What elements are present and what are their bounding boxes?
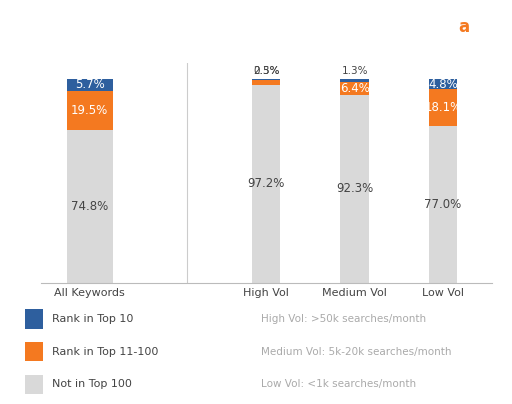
Text: 19.5%: 19.5%: [71, 104, 108, 117]
Text: 5.7%: 5.7%: [75, 78, 104, 91]
Bar: [429, 79, 457, 89]
Bar: [67, 79, 113, 90]
Text: 74.8%: 74.8%: [71, 200, 108, 213]
Text: Low Vol: <1k searches/month: Low Vol: <1k searches/month: [261, 379, 416, 389]
Text: Rank in Top 11-100: Rank in Top 11-100: [52, 347, 159, 357]
Bar: [26, 342, 42, 362]
Text: hrefs: hrefs: [470, 18, 512, 36]
Bar: [252, 80, 281, 85]
Text: 4.8%: 4.8%: [428, 78, 458, 90]
Text: Ranking performance of pages within 1 year from “first seen”: Ranking performance of pages within 1 ye…: [13, 20, 424, 33]
Text: 97.2%: 97.2%: [248, 177, 285, 190]
Bar: [340, 79, 369, 82]
Text: 2.5%: 2.5%: [253, 67, 280, 76]
Text: Rank in Top 10: Rank in Top 10: [52, 314, 134, 324]
Bar: [26, 375, 42, 394]
Text: High Vol: >50k searches/month: High Vol: >50k searches/month: [261, 314, 426, 324]
Bar: [67, 130, 113, 283]
Text: 92.3%: 92.3%: [336, 182, 373, 195]
Text: 18.1%: 18.1%: [424, 101, 461, 114]
Text: 1.3%: 1.3%: [342, 67, 368, 76]
Bar: [340, 82, 369, 95]
Text: Not in Top 100: Not in Top 100: [52, 379, 132, 389]
Text: Medium Vol: 5k-20k searches/month: Medium Vol: 5k-20k searches/month: [261, 347, 452, 357]
Bar: [429, 126, 457, 283]
Bar: [429, 89, 457, 126]
Text: 6.4%: 6.4%: [339, 82, 370, 95]
Bar: [67, 90, 113, 130]
Bar: [26, 309, 42, 329]
Bar: [252, 79, 281, 80]
Text: 77.0%: 77.0%: [424, 198, 461, 211]
Bar: [340, 95, 369, 283]
Bar: [252, 85, 281, 283]
Text: 0.3%: 0.3%: [253, 67, 280, 76]
Text: a: a: [458, 18, 470, 36]
